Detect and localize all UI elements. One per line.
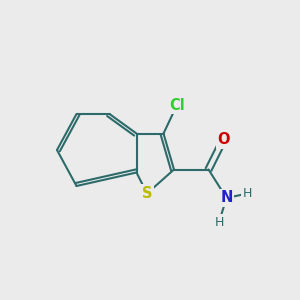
Text: H: H xyxy=(243,187,252,200)
Text: O: O xyxy=(217,132,230,147)
Text: N: N xyxy=(220,190,233,206)
Text: H: H xyxy=(214,215,224,229)
Text: S: S xyxy=(142,186,152,201)
Text: Cl: Cl xyxy=(169,98,185,112)
